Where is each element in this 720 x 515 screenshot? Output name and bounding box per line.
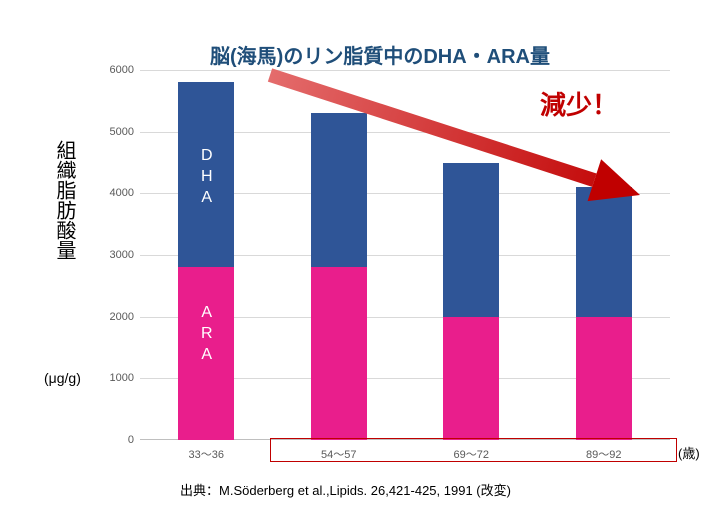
chart-stage: 脳(海馬)のリン脂質中のDHA・ARA量 減少！ 組織脂肪酸量 (μg/g) (… xyxy=(0,0,720,515)
decrease-arrow xyxy=(0,0,720,515)
